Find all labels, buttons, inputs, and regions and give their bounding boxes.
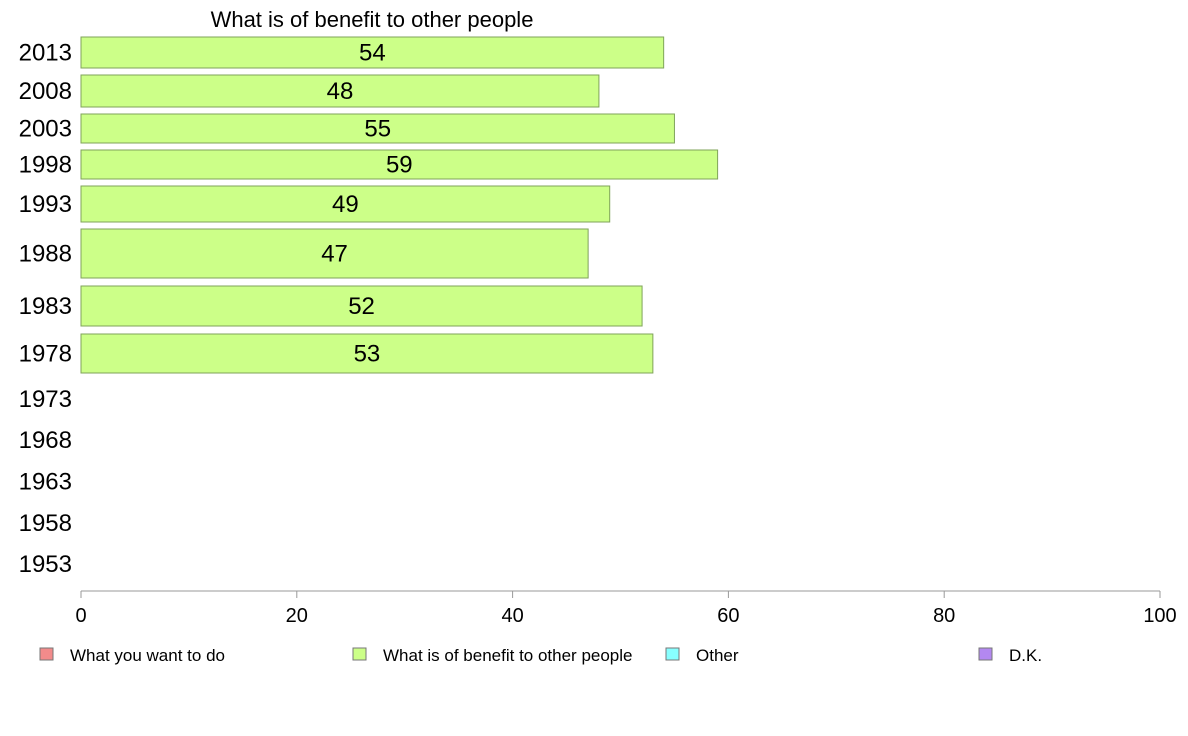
bar-1998 xyxy=(80,149,719,180)
bar-value-label-1993: 49 xyxy=(332,191,359,218)
x-tick-label-40: 40 xyxy=(501,605,523,627)
x-tick-label-60: 60 xyxy=(717,605,739,627)
bar-1993 xyxy=(80,185,611,223)
x-tick-label-100: 100 xyxy=(1143,605,1176,627)
bar-2003 xyxy=(80,113,675,144)
year-label-1978: 1978 xyxy=(19,341,72,368)
year-labels: 2013 2008 2003 1998 1993 1988 1983 1978 1973 1968… xyxy=(19,40,72,579)
legend: What you want to do What is of benefit to… xyxy=(39,646,1042,665)
bar-1983 xyxy=(80,285,643,327)
legend-swatch-1 xyxy=(352,647,367,661)
year-label-1998: 1998 xyxy=(19,152,72,179)
bar-1978 xyxy=(80,333,654,374)
year-label-1988: 1988 xyxy=(19,241,72,268)
year-label-2008: 2008 xyxy=(19,78,72,105)
year-label-2003: 2003 xyxy=(19,116,72,143)
x-tick-label-80: 80 xyxy=(933,605,955,627)
year-label-1953: 1953 xyxy=(19,551,72,578)
bar-value-label-2008: 48 xyxy=(327,78,354,105)
legend-label-3: D.K. xyxy=(1009,646,1042,665)
x-tick-label-20: 20 xyxy=(286,605,308,627)
year-label-1973: 1973 xyxy=(19,386,72,413)
year-label-1968: 1968 xyxy=(19,427,72,454)
legend-swatch-0 xyxy=(39,647,54,661)
bar-value-label-1978: 53 xyxy=(354,341,381,368)
year-label-1963: 1963 xyxy=(19,469,72,496)
legend-swatch-3 xyxy=(978,647,993,661)
x-tick-label-0: 0 xyxy=(75,605,86,627)
year-label-1983: 1983 xyxy=(19,293,72,320)
bar-1988 xyxy=(80,228,589,279)
legend-label-1: What is of benefit to other people xyxy=(383,646,633,665)
bar-value-label-1983: 52 xyxy=(348,293,375,320)
x-axis: 0 20 40 60 80 100 xyxy=(75,590,1177,627)
chart-title: What is of benefit to other people xyxy=(211,7,534,32)
bar-value-label-1988: 47 xyxy=(321,241,348,268)
legend-label-0: What you want to do xyxy=(70,646,225,665)
bar-value-label-2003: 55 xyxy=(364,116,391,143)
bar-2013 xyxy=(80,36,665,69)
bar-value-label-1998: 59 xyxy=(386,152,413,179)
year-label-2013: 2013 xyxy=(19,40,72,67)
year-label-1993: 1993 xyxy=(19,191,72,218)
legend-label-2: Other xyxy=(696,646,739,665)
bar-value-label-2013: 54 xyxy=(359,40,386,67)
year-label-1958: 1958 xyxy=(19,510,72,537)
bar-2008 xyxy=(80,74,600,108)
legend-swatch-2 xyxy=(665,647,680,661)
